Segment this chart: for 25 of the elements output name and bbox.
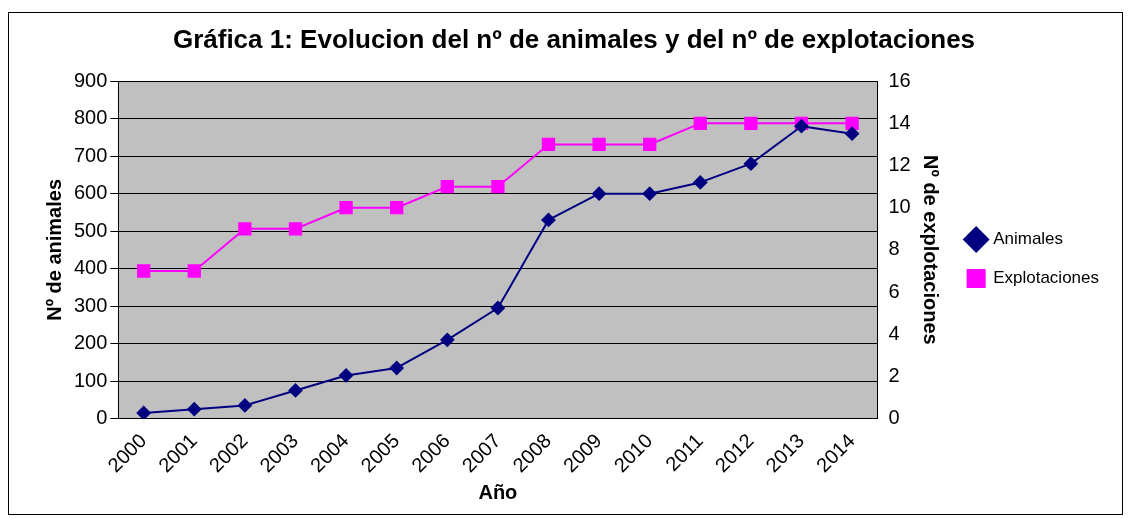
y-tick-label: 200: [73, 331, 108, 354]
y2-tick-label: 16: [888, 68, 911, 91]
y-tick-label: 900: [73, 68, 108, 91]
chart-title: Gráfica 1: Evolucion del nº de animales y del nº de explotaciones: [172, 23, 976, 54]
y-tick-label: 400: [73, 256, 108, 279]
y-tick-label: 0: [96, 406, 108, 429]
y-tick-label: 700: [73, 143, 108, 166]
x-axis-title: Año: [478, 480, 518, 503]
y2-tick-label: 8: [888, 237, 900, 260]
y-tick-label: 500: [73, 218, 108, 241]
legend-label: Explotaciones: [993, 268, 1099, 288]
y2-tick-label: 14: [888, 110, 911, 133]
y2-tick-label: 10: [888, 195, 911, 218]
y-tick-label: 100: [73, 368, 108, 391]
y-tick-label: 300: [73, 293, 108, 316]
legend-label: Animales: [993, 229, 1064, 249]
y2-axis-title: Nº de explotaciones: [920, 155, 943, 345]
y-tick-label: 800: [73, 106, 108, 129]
y2-tick-label: 4: [888, 321, 900, 344]
y-axis-title: Nº de animales: [42, 178, 65, 321]
y-tick-label: 600: [73, 181, 108, 204]
y2-tick-label: 0: [888, 406, 900, 429]
y2-tick-label: 2: [888, 363, 900, 386]
y2-tick-label: 12: [888, 153, 911, 176]
y2-tick-label: 6: [888, 279, 900, 302]
